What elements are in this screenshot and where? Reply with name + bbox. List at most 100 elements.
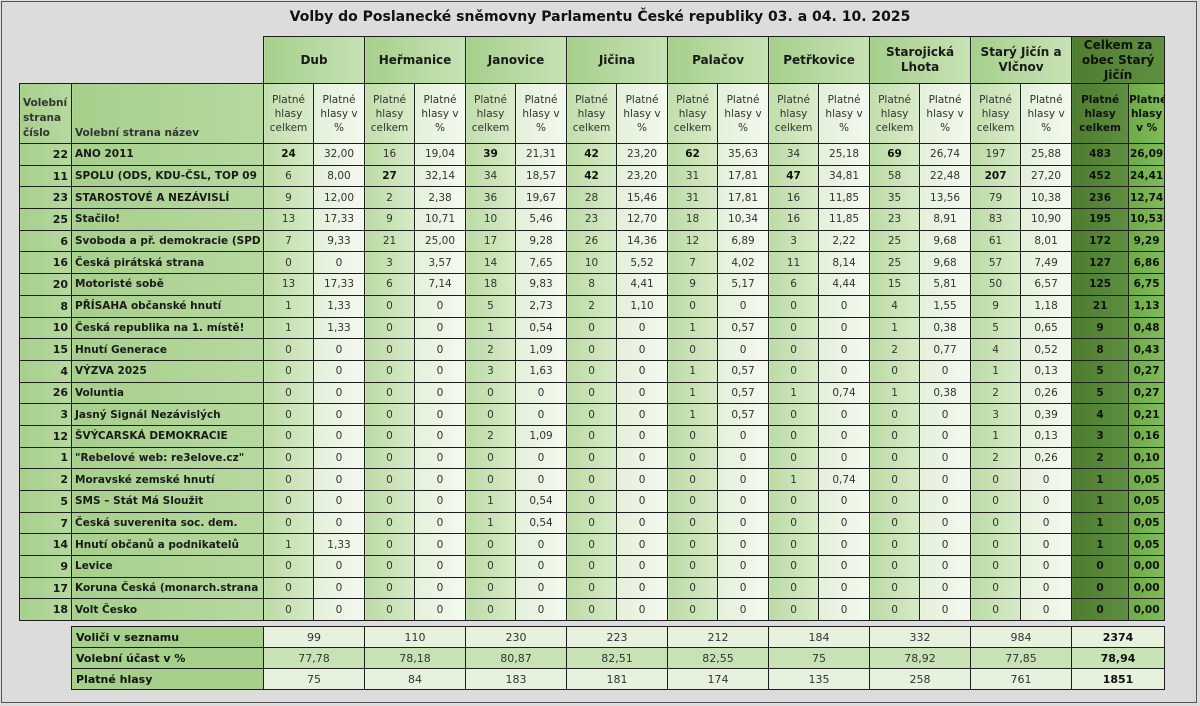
percent-cell: 0 xyxy=(413,338,467,361)
votes-cell: 0 xyxy=(465,555,517,578)
votes-cell: 0 xyxy=(364,468,415,491)
percent-cell: 0 xyxy=(717,598,770,622)
summary-value: 184 xyxy=(768,626,870,648)
party-row: 12 ŠVÝCARSKÁ DEMOKRACIE 0 0 0 0 2 1,09 0 0 0 0 0 0 0 0 1… xyxy=(19,424,1166,448)
total-percent-cell: 0,27 xyxy=(1128,359,1166,383)
votes-cell: 0 xyxy=(667,424,719,448)
village-header-petrkovice: Petřkovice xyxy=(768,36,871,84)
party-row: 22 ANO 2011 24 32,00 16 19,04 39 21,31 42 23,20 62… xyxy=(19,143,1166,166)
votes-cell: 0 xyxy=(263,555,314,578)
percent-cell: 0,54 xyxy=(515,490,568,513)
votes-cell: 8 xyxy=(566,273,618,296)
total-votes-header: Platné hlasy celkem xyxy=(1071,83,1130,144)
votes-cell: 2 xyxy=(566,294,618,318)
percent-cell: 0,57 xyxy=(717,316,770,340)
votes-cell: 17 xyxy=(465,229,517,253)
votes-cell: 16 xyxy=(768,208,820,231)
votes-cell: 6 xyxy=(364,273,415,296)
votes-total-header: Platné hlasy celkem xyxy=(364,83,415,144)
votes-cell: 0 xyxy=(869,359,921,383)
percent-cell: 0 xyxy=(818,533,871,557)
votes-cell: 0 xyxy=(566,468,618,491)
votes-cell: 197 xyxy=(970,143,1022,166)
votes-cell: 27 xyxy=(364,164,415,188)
party-number: 6 xyxy=(19,229,72,253)
summary-value: 75 xyxy=(768,647,870,669)
votes-cell: 0 xyxy=(465,468,517,491)
percent-cell: 0 xyxy=(313,598,365,622)
percent-cell: 17,33 xyxy=(313,208,365,231)
votes-cell: 0 xyxy=(970,490,1022,513)
percent-cell: 0,13 xyxy=(1020,424,1073,448)
percent-cell: 25,88 xyxy=(1020,143,1073,166)
party-name-header: Volební strana název xyxy=(71,83,264,144)
votes-cell: 0 xyxy=(263,576,314,600)
percent-cell: 6,89 xyxy=(717,229,770,253)
party-row: 5 SMS – Stát Má Sloužit 0 0 0 0 1 0,54 0 0 0 0 0 0 0 0 0… xyxy=(19,490,1166,513)
votes-cell: 1 xyxy=(263,316,314,340)
votes-cell: 39 xyxy=(465,143,517,166)
votes-cell: 0 xyxy=(869,490,921,513)
percent-cell: 7,14 xyxy=(413,273,467,296)
percent-cell: 10,34 xyxy=(717,208,770,231)
summary-row-volici-v-seznamu: Voliči v seznamu 99 110 230 223 212 184 332 984 2… xyxy=(71,626,1165,648)
party-number: 11 xyxy=(19,164,72,188)
summary-value: 77,78 xyxy=(263,647,365,669)
votes-cell: 4 xyxy=(970,338,1022,361)
percent-cell: 0 xyxy=(1020,533,1073,557)
votes-cell: 0 xyxy=(364,555,415,578)
party-number: 9 xyxy=(19,555,72,578)
percent-cell: 0 xyxy=(717,490,770,513)
percent-cell: 0 xyxy=(413,490,467,513)
votes-cell: 7 xyxy=(263,229,314,253)
votes-cell: 13 xyxy=(263,273,314,296)
percent-cell: 0 xyxy=(818,576,871,600)
total-percent-cell: 0,00 xyxy=(1128,576,1166,600)
votes-cell: 79 xyxy=(970,186,1022,210)
summary-value: 84 xyxy=(364,668,466,690)
percent-cell: 0 xyxy=(616,359,669,383)
votes-cell: 0 xyxy=(263,446,314,470)
votes-cell: 1 xyxy=(667,316,719,340)
total-percent-cell: 0,16 xyxy=(1128,424,1166,448)
summary-value: 110 xyxy=(364,626,466,648)
percent-cell: 11,85 xyxy=(818,186,871,210)
total-percent-cell: 0,43 xyxy=(1128,338,1166,361)
summary-value: 174 xyxy=(667,668,769,690)
votes-cell: 0 xyxy=(364,424,415,448)
percent-cell: 2,38 xyxy=(413,186,467,210)
votes-cell: 1 xyxy=(667,359,719,383)
total-percent-cell: 0,00 xyxy=(1128,555,1166,578)
percent-cell: 0 xyxy=(919,576,972,600)
votes-cell: 1 xyxy=(667,381,719,405)
votes-total-header: Platné hlasy celkem xyxy=(970,83,1022,144)
percent-cell: 0 xyxy=(919,468,972,491)
percent-cell: 0 xyxy=(919,424,972,448)
votes-cell: 1 xyxy=(970,424,1022,448)
votes-cell: 0 xyxy=(869,424,921,448)
party-row: 1 "Rebelové web: re3elove.cz" 0 0 0 0 0 0 0 0 0 0 0 0… xyxy=(19,446,1166,470)
percent-cell: 0,74 xyxy=(818,381,871,405)
percent-cell: 9,33 xyxy=(313,229,365,253)
percent-cell: 0 xyxy=(515,381,568,405)
percent-cell: 0 xyxy=(818,424,871,448)
percent-cell: 0,54 xyxy=(515,511,568,535)
votes-cell: 0 xyxy=(970,576,1022,600)
summary-value: 77,85 xyxy=(970,647,1072,669)
votes-cell: 26 xyxy=(566,229,618,253)
votes-cell: 0 xyxy=(869,555,921,578)
party-name: SPOLU (ODS, KDU-ČSL, TOP 09 xyxy=(71,164,264,188)
percent-cell: 0 xyxy=(413,359,467,383)
votes-cell: 0 xyxy=(667,533,719,557)
votes-percent-header: Platné hlasy v % xyxy=(1020,83,1073,144)
votes-cell: 0 xyxy=(869,468,921,491)
party-row: 20 Motoristé sobě 13 17,33 6 7,14 18 9,83 8 4,41 9… xyxy=(19,273,1166,296)
party-name: Stačilo! xyxy=(71,208,264,231)
summary-value: 332 xyxy=(869,626,971,648)
votes-cell: 1 xyxy=(869,381,921,405)
village-header-palacov: Palačov xyxy=(667,36,770,84)
votes-cell: 0 xyxy=(566,338,618,361)
percent-cell: 0 xyxy=(1020,468,1073,491)
percent-cell: 11,85 xyxy=(818,208,871,231)
